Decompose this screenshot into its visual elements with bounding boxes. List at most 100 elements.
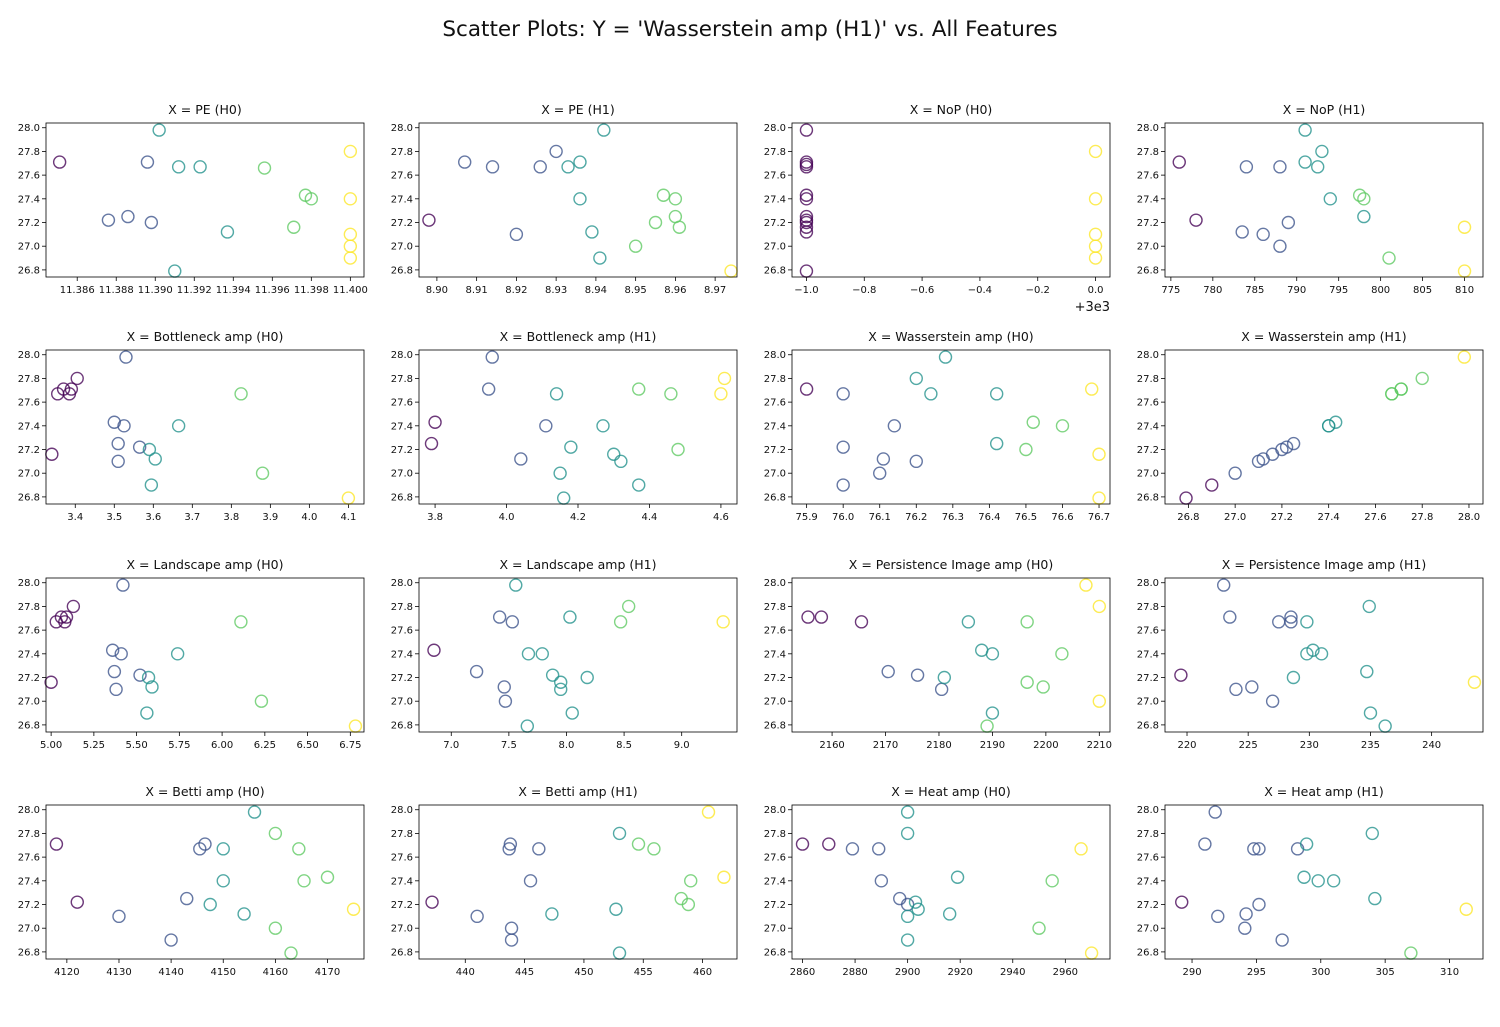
data-point	[70, 895, 84, 909]
data-point	[523, 874, 538, 888]
axes-frame	[45, 122, 365, 278]
data-point	[549, 144, 563, 159]
y-tick-label: 28.0	[18, 350, 40, 361]
data-point	[631, 837, 646, 851]
data-point	[1265, 694, 1280, 708]
data-point	[1265, 447, 1280, 461]
data-point	[320, 870, 335, 884]
x-tick-label: 11.398	[294, 285, 329, 296]
x-tick-label: 2900	[895, 967, 920, 978]
data-point	[1084, 946, 1099, 960]
x-tick-label: 4140	[158, 967, 183, 978]
data-point	[193, 842, 207, 856]
x-tick-label: 76.7	[1088, 512, 1110, 523]
data-point	[1019, 442, 1033, 457]
x-tick-label: 4130	[106, 967, 131, 978]
data-point	[1179, 491, 1193, 505]
data-point	[799, 225, 814, 239]
data-point	[514, 452, 528, 466]
x-tick-label: 290	[1182, 967, 1201, 978]
data-point	[1085, 382, 1099, 396]
data-point	[469, 664, 484, 679]
x-tick-label: 220	[1177, 740, 1196, 751]
data-point	[504, 933, 519, 947]
y-tick-label: 28.0	[1137, 805, 1159, 816]
data-point	[180, 891, 194, 906]
axes-frame	[1164, 349, 1484, 505]
data-point	[1239, 160, 1254, 174]
x-tick-label: 230	[1300, 740, 1319, 751]
y-tick-label: 27.8	[1137, 829, 1159, 840]
y-tick-label: 27.8	[18, 147, 40, 158]
data-point	[1378, 719, 1392, 733]
data-point	[672, 220, 687, 234]
data-point	[628, 239, 643, 253]
data-point	[900, 826, 915, 841]
y-tick-label: 27.0	[18, 924, 40, 935]
data-point	[1357, 192, 1371, 206]
data-point	[112, 909, 126, 924]
x-tick-label: 795	[1329, 285, 1348, 296]
data-point	[1357, 209, 1371, 224]
data-point	[109, 682, 123, 697]
data-point	[193, 160, 207, 174]
y-tick-label: 26.8	[391, 265, 413, 276]
y-tick-label: 28.0	[764, 350, 786, 361]
x-tick-label: 2160	[819, 740, 844, 751]
data-point	[668, 192, 683, 206]
data-point	[924, 387, 938, 401]
data-point	[502, 842, 516, 856]
y-tick-label: 26.8	[18, 947, 40, 958]
data-point	[1281, 215, 1296, 230]
data-point	[950, 870, 965, 884]
data-point	[1020, 615, 1034, 629]
data-point	[1092, 599, 1107, 614]
data-point	[1382, 251, 1396, 265]
data-point	[203, 897, 217, 912]
subplot-title: X = Wasserstein amp (H0)	[868, 329, 1033, 344]
data-point	[234, 387, 248, 401]
data-point	[1273, 239, 1287, 253]
data-point	[908, 895, 923, 909]
y-tick-label: 27.2	[18, 673, 40, 684]
y-tick-label: 27.0	[1137, 697, 1159, 708]
y-tick-label: 27.2	[1137, 218, 1159, 229]
data-point	[503, 837, 518, 851]
data-point	[632, 478, 646, 492]
data-point	[799, 192, 814, 206]
data-point	[681, 897, 696, 912]
x-tick-label: 235	[1361, 740, 1380, 751]
x-tick-label: 810	[1455, 285, 1474, 296]
x-tick-label: −0.4	[968, 285, 992, 296]
y-tick-label: 27.6	[764, 853, 786, 864]
y-tick-label: 27.4	[764, 421, 786, 432]
data-point	[724, 264, 738, 278]
data-point	[66, 599, 81, 614]
y-tick-label: 27.4	[18, 876, 40, 887]
subplot-title: X = Bottleneck amp (H0)	[127, 329, 284, 344]
data-point	[585, 225, 599, 239]
y-tick-label: 27.4	[391, 876, 413, 887]
y-tick-label: 27.0	[18, 242, 40, 253]
x-tick-label: 0.0	[1088, 285, 1104, 296]
x-tick-label: 2960	[1053, 967, 1078, 978]
data-point	[498, 694, 513, 708]
data-point	[873, 466, 887, 480]
data-point	[911, 902, 925, 916]
data-point	[145, 680, 159, 694]
data-point	[942, 907, 957, 921]
y-tick-label: 27.0	[391, 697, 413, 708]
data-point	[799, 123, 814, 137]
x-tick-label: −1.0	[794, 285, 818, 296]
axes-frame	[45, 577, 365, 733]
data-point	[1026, 415, 1040, 429]
data-point	[497, 680, 511, 694]
scatter-subplot: X = Heat amp (H1) 290 295 300 305 310 26.8 27.0…	[1137, 784, 1484, 978]
x-tick-label: 4160	[263, 967, 288, 978]
subplot-title: X = PE (H0)	[168, 102, 242, 117]
data-point	[1172, 155, 1186, 169]
x-tick-label: 2170	[873, 740, 898, 751]
axes-frame	[45, 349, 365, 505]
y-tick-label: 27.8	[18, 829, 40, 840]
y-tick-label: 27.6	[1137, 398, 1159, 409]
